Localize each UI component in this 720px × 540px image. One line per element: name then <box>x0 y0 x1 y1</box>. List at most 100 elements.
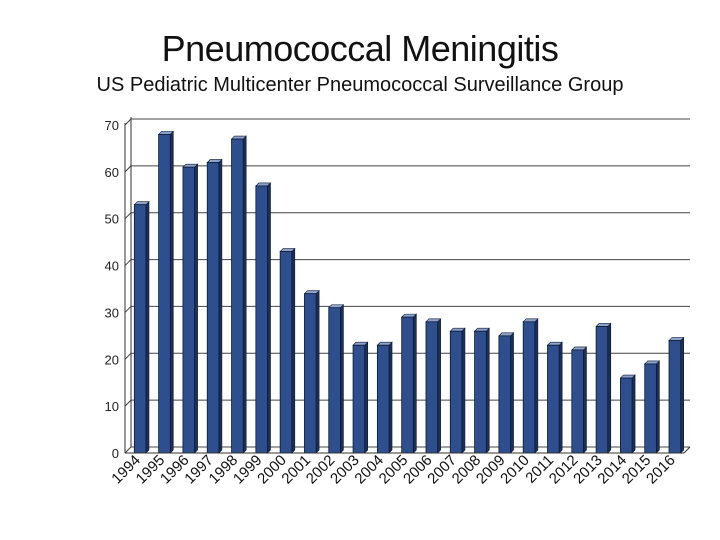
bar-side <box>413 313 417 454</box>
bar-side <box>194 163 198 454</box>
bar <box>546 341 563 454</box>
bar <box>498 332 515 454</box>
bar-top <box>376 341 393 346</box>
bar <box>571 346 588 454</box>
bar-front <box>425 321 439 454</box>
y-tick-label: 50 <box>105 212 119 227</box>
bar-side <box>364 341 369 454</box>
bar-top <box>619 374 636 379</box>
bar-side <box>388 341 393 454</box>
bar <box>255 182 272 454</box>
bar-top <box>206 159 223 163</box>
bar <box>619 374 636 454</box>
bar-front <box>328 307 341 454</box>
bar-top <box>571 346 588 351</box>
bar-front <box>498 335 511 454</box>
bar <box>303 289 320 454</box>
bar <box>668 336 685 454</box>
bar-side <box>218 158 223 454</box>
bar-top <box>425 318 442 323</box>
bar-front <box>474 330 487 454</box>
bar-top <box>643 360 661 365</box>
bar-side <box>680 336 684 454</box>
bar-front <box>133 204 147 454</box>
bar-side <box>656 360 660 454</box>
axes <box>124 117 691 454</box>
gridline-depth <box>124 446 132 454</box>
bar-top <box>352 341 369 346</box>
bar-top <box>182 163 199 168</box>
bar-front <box>401 316 414 454</box>
bar-front <box>668 340 682 454</box>
y-tick-label: 0 <box>112 446 119 461</box>
bar <box>182 163 199 454</box>
bar-front <box>182 166 195 454</box>
gridline-depth <box>124 399 132 407</box>
bar-top <box>449 327 466 332</box>
bar-front <box>158 133 171 454</box>
bar <box>157 130 175 454</box>
bar-side <box>607 322 612 454</box>
y-tick-label: 20 <box>105 352 119 367</box>
bar-top <box>595 323 612 327</box>
chart-title: Pneumococcal Meningitis <box>161 28 559 69</box>
bar-side <box>145 200 150 454</box>
y-tick-label: 70 <box>105 118 119 133</box>
bar-front <box>644 363 657 454</box>
bar-side <box>315 289 320 454</box>
bar-top <box>522 318 539 323</box>
gridline-depth <box>124 259 132 266</box>
bar-front <box>352 344 366 454</box>
bar <box>473 327 490 454</box>
bar-front <box>279 251 293 454</box>
bar-top <box>303 290 320 294</box>
bar <box>400 313 418 454</box>
bar-top <box>400 313 418 318</box>
bar <box>376 341 393 454</box>
gridline-depth <box>124 306 132 313</box>
bar-side <box>169 130 174 454</box>
bar <box>425 318 442 454</box>
x-tick-label: 2016 <box>643 452 679 488</box>
bar-top <box>255 182 272 187</box>
bar-front <box>231 138 244 454</box>
bar-front <box>522 321 536 454</box>
gridline-depth <box>124 118 132 126</box>
bar-side <box>485 327 490 454</box>
y-tick-label: 30 <box>105 305 119 320</box>
bar <box>449 327 466 454</box>
bar <box>133 200 150 454</box>
bar-top <box>157 131 175 135</box>
bar-front <box>620 377 633 454</box>
bar <box>643 360 661 454</box>
bars <box>133 130 685 454</box>
gridline-depth <box>124 212 132 220</box>
bar-side <box>583 346 587 454</box>
bar-front <box>206 162 220 454</box>
bar-side <box>340 304 344 454</box>
x-axis-depth <box>683 446 691 454</box>
bar-top <box>668 337 685 341</box>
bar-front <box>571 349 584 454</box>
bar-side <box>242 135 247 454</box>
bar-front <box>595 326 609 454</box>
bar-front <box>255 185 268 454</box>
bar-front <box>376 344 390 454</box>
bar-top <box>473 327 490 332</box>
bar-top <box>279 248 296 252</box>
bar-side <box>437 318 441 454</box>
bar-top <box>230 135 247 140</box>
bar-side <box>534 318 539 454</box>
bar-top <box>328 304 345 309</box>
bar-front <box>449 330 463 454</box>
bar-front <box>304 293 317 454</box>
bar <box>230 135 247 454</box>
bar <box>328 304 345 454</box>
gridline-depth <box>124 352 132 360</box>
bar <box>352 341 369 454</box>
bar <box>279 247 296 454</box>
bar-top <box>498 332 515 337</box>
y-tick-label: 60 <box>105 165 119 180</box>
bar-side <box>461 327 466 454</box>
